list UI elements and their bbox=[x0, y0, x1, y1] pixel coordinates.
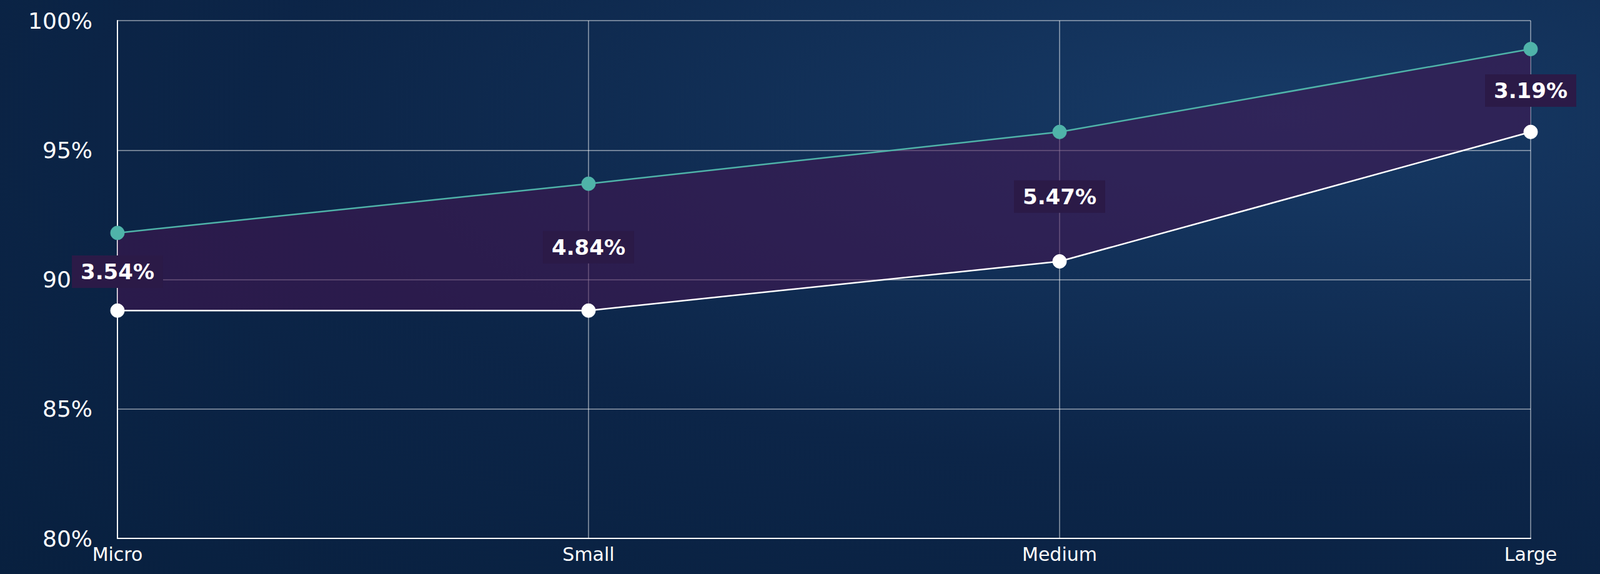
svg-text:100%: 100% bbox=[28, 8, 93, 34]
svg-text:80%: 80% bbox=[42, 526, 93, 552]
svg-text:Micro: Micro bbox=[92, 543, 144, 566]
svg-text:Small: Small bbox=[562, 543, 615, 566]
svg-text:85%: 85% bbox=[42, 396, 93, 422]
svg-text:90%: 90% bbox=[42, 266, 93, 293]
svg-text:3.54%: 3.54% bbox=[80, 259, 155, 285]
svg-text:Large: Large bbox=[1504, 543, 1557, 566]
svg-text:5.47%: 5.47% bbox=[1022, 184, 1097, 210]
svg-text:3.19%: 3.19% bbox=[1493, 78, 1568, 104]
svg-text:95%: 95% bbox=[42, 137, 93, 164]
svg-text:Medium: Medium bbox=[1022, 543, 1098, 566]
svg-text:4.84%: 4.84% bbox=[551, 234, 626, 260]
